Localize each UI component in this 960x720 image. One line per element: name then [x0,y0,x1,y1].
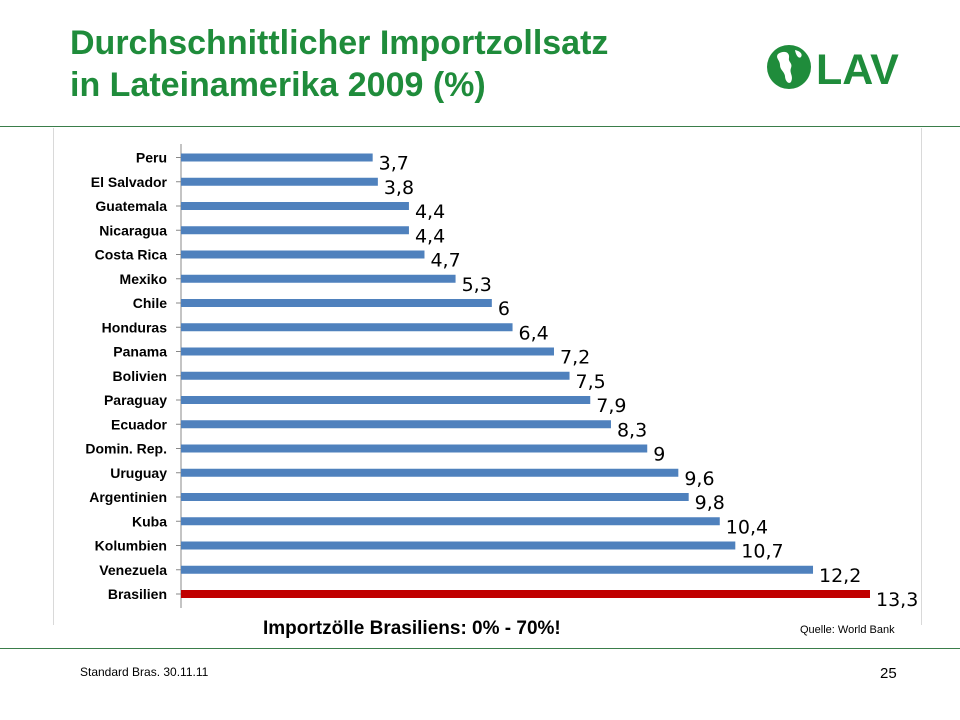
category-label-mexiko: Mexiko [120,271,167,287]
bar-venezuela [181,565,814,574]
category-label-ecuador: Ecuador [111,416,168,432]
footer-divider [0,648,960,649]
logo-text: LAV [816,46,899,94]
category-label-kolumbien: Kolumbien [95,538,167,554]
value-label-kuba: 10,4 [726,516,768,538]
category-label-bolivien: Bolivien [113,368,167,384]
bar-chart: Peru 3,7 El Salvador 3,8 Guatemala 4,4 Nicarag… [85,144,918,612]
category-label-brasilien: Brasilien [108,586,167,602]
bar-kuba [181,517,720,526]
category-label-guatemala: Guatemala [95,198,167,214]
category-label-chile: Chile [133,295,167,311]
value-label-mexiko: 5,3 [462,274,492,296]
value-label-nicaragua: 4,4 [415,225,445,247]
category-label-kuba: Kuba [132,513,167,529]
category-label-panama: Panama [113,344,167,360]
bar-chile [181,299,492,307]
chart-frame: Peru 3,7 El Salvador 3,8 Guatemala 4,4 Nicarag… [53,128,922,625]
value-label-paraguay: 7,9 [596,395,626,417]
title-line-2: in Lateinamerika 2009 (%) [70,66,486,104]
category-label-argentinien: Argentinien [89,489,167,505]
bar-mexiko [181,274,456,283]
value-label-panama: 7,2 [560,347,590,369]
bar-peru [181,153,373,162]
category-label-honduras: Honduras [102,319,168,335]
title-line-1: Durchschnittlicher Importzollsatz [70,24,609,62]
category-label-costa-rica: Costa Rica [95,247,168,263]
category-label-uruguay: Uruguay [110,465,167,481]
bar-paraguay [181,396,591,404]
bar-honduras [181,323,513,332]
footer-text: Standard Bras. 30.11.11 [80,665,209,679]
value-label-el-salvador: 3,8 [384,177,414,199]
header-divider [0,126,960,127]
value-label-costa-rica: 4,7 [430,250,460,272]
category-label-peru: Peru [136,150,167,166]
bar-argentinien [181,493,689,501]
bar-bolivien [181,371,570,380]
category-label-paraguay: Paraguay [104,392,167,408]
bar-panama [181,347,554,356]
globe-icon [767,45,811,89]
bar-brasilien [181,590,870,598]
value-label-argentinien: 9,8 [695,492,725,514]
value-label-chile: 6 [498,298,510,320]
value-label-brasilien: 13,3 [876,589,918,611]
bars: Peru 3,7 El Salvador 3,8 Guatemala 4,4 Nicarag… [85,150,918,612]
value-label-uruguay: 9,6 [684,468,714,490]
bar-domin-rep [181,444,648,453]
category-label-el-salvador: El Salvador [91,174,168,190]
value-label-bolivien: 7,5 [576,371,606,393]
category-label-nicaragua: Nicaragua [99,222,167,238]
bar-costa-rica [181,250,425,259]
value-label-kolumbien: 10,7 [741,541,783,563]
bar-nicaragua [181,226,409,235]
bar-el-salvador [181,177,378,186]
value-label-ecuador: 8,3 [617,419,647,441]
bar-kolumbien [181,541,736,550]
bar-ecuador [181,420,611,429]
page-number: 25 [880,665,897,682]
value-label-guatemala: 4,4 [415,201,445,223]
source-note: Quelle: World Bank [800,624,895,636]
value-label-peru: 3,7 [379,153,409,175]
category-label-venezuela: Venezuela [99,562,167,578]
value-label-honduras: 6,4 [519,322,549,344]
value-label-domin-rep: 9 [653,444,665,466]
brazil-tariff-note: Importzölle Brasiliens: 0% - 70%! [263,618,561,639]
category-label-domin-rep: Domin. Rep. [85,441,167,457]
value-label-venezuela: 12,2 [819,565,861,587]
bar-uruguay [181,468,679,477]
slide-title: Durchschnittlicher Importzollsatz in Lat… [70,22,608,106]
lav-logo: LAV [767,45,899,94]
bar-guatemala [181,202,409,210]
